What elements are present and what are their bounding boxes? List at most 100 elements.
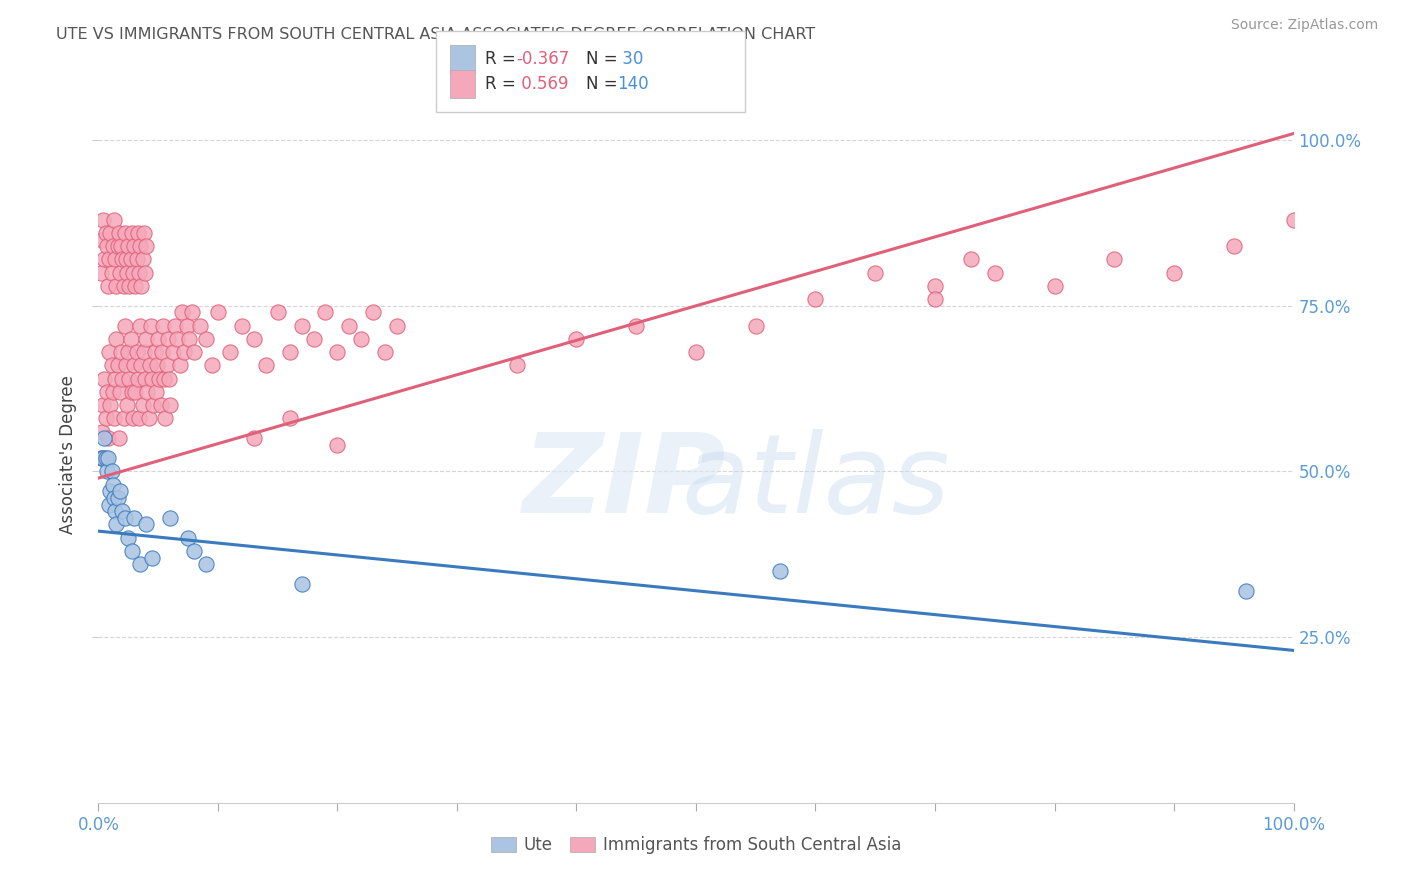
Point	[111, 372, 134, 386]
Text: Source: ZipAtlas.com: Source: ZipAtlas.com	[1230, 18, 1378, 32]
Point	[326, 345, 349, 359]
Point	[159, 398, 181, 412]
Point	[125, 345, 148, 359]
Point	[135, 239, 157, 253]
Point	[1234, 583, 1257, 598]
Point	[924, 279, 946, 293]
Point	[115, 266, 138, 280]
Point	[163, 318, 186, 333]
Point	[243, 431, 266, 445]
Point	[117, 345, 139, 359]
Point	[96, 384, 118, 399]
Point	[159, 511, 181, 525]
Point	[278, 345, 301, 359]
Point	[98, 226, 122, 240]
Text: atlas: atlas	[681, 429, 950, 536]
Point	[101, 239, 124, 253]
Point	[104, 372, 127, 386]
Point	[101, 384, 124, 399]
Point	[134, 266, 156, 280]
Point	[91, 425, 114, 439]
Point	[1223, 239, 1246, 253]
Point	[94, 451, 117, 466]
Point	[107, 226, 129, 240]
Point	[139, 318, 162, 333]
Point	[90, 451, 112, 466]
Point	[115, 252, 138, 267]
Point	[127, 372, 149, 386]
Point	[115, 359, 138, 373]
Point	[145, 384, 167, 399]
Point	[97, 451, 120, 466]
Point	[804, 292, 827, 306]
Point	[183, 345, 205, 359]
Point	[98, 398, 122, 412]
Point	[195, 332, 218, 346]
Point	[121, 544, 143, 558]
Point	[103, 491, 125, 505]
Point	[177, 531, 200, 545]
Point	[219, 345, 242, 359]
Point	[120, 332, 142, 346]
Point	[141, 550, 163, 565]
Point	[105, 332, 128, 346]
Point	[156, 332, 179, 346]
Point	[121, 226, 143, 240]
Point	[105, 279, 128, 293]
Point	[865, 266, 887, 280]
Point	[115, 398, 138, 412]
Point	[111, 504, 134, 518]
Point	[685, 345, 707, 359]
Point	[745, 318, 768, 333]
Point	[91, 451, 114, 466]
Point	[128, 266, 150, 280]
Point	[231, 318, 253, 333]
Point	[157, 372, 180, 386]
Point	[136, 384, 159, 399]
Point	[103, 411, 125, 425]
Point	[152, 318, 174, 333]
Point	[207, 305, 229, 319]
Text: 30: 30	[617, 50, 644, 68]
Point	[172, 305, 194, 319]
Point	[114, 226, 136, 240]
Point	[121, 384, 143, 399]
Point	[122, 411, 145, 425]
Point	[118, 279, 141, 293]
Point	[97, 279, 120, 293]
Point	[127, 226, 149, 240]
Point	[179, 332, 201, 346]
Point	[124, 359, 146, 373]
Point	[278, 411, 301, 425]
Point	[117, 239, 139, 253]
Point	[565, 332, 588, 346]
Point	[131, 359, 153, 373]
Point	[291, 318, 314, 333]
Point	[166, 332, 188, 346]
Point	[315, 305, 337, 319]
Point	[90, 266, 112, 280]
Point	[984, 266, 1007, 280]
Point	[138, 411, 160, 425]
Point	[129, 318, 152, 333]
Point	[173, 345, 195, 359]
Point	[148, 372, 170, 386]
Point	[96, 239, 118, 253]
Point	[93, 252, 115, 267]
Point	[107, 431, 129, 445]
Point	[135, 332, 157, 346]
Point	[103, 212, 125, 227]
Point	[122, 266, 145, 280]
Point	[110, 239, 132, 253]
Point	[131, 398, 153, 412]
Text: N =: N =	[586, 75, 623, 93]
Point	[149, 398, 172, 412]
Point	[134, 372, 156, 386]
Point	[117, 531, 139, 545]
Point	[960, 252, 983, 267]
Point	[94, 411, 117, 425]
Point	[104, 504, 127, 518]
Point	[363, 305, 385, 319]
Point	[98, 484, 122, 499]
Point	[141, 372, 163, 386]
